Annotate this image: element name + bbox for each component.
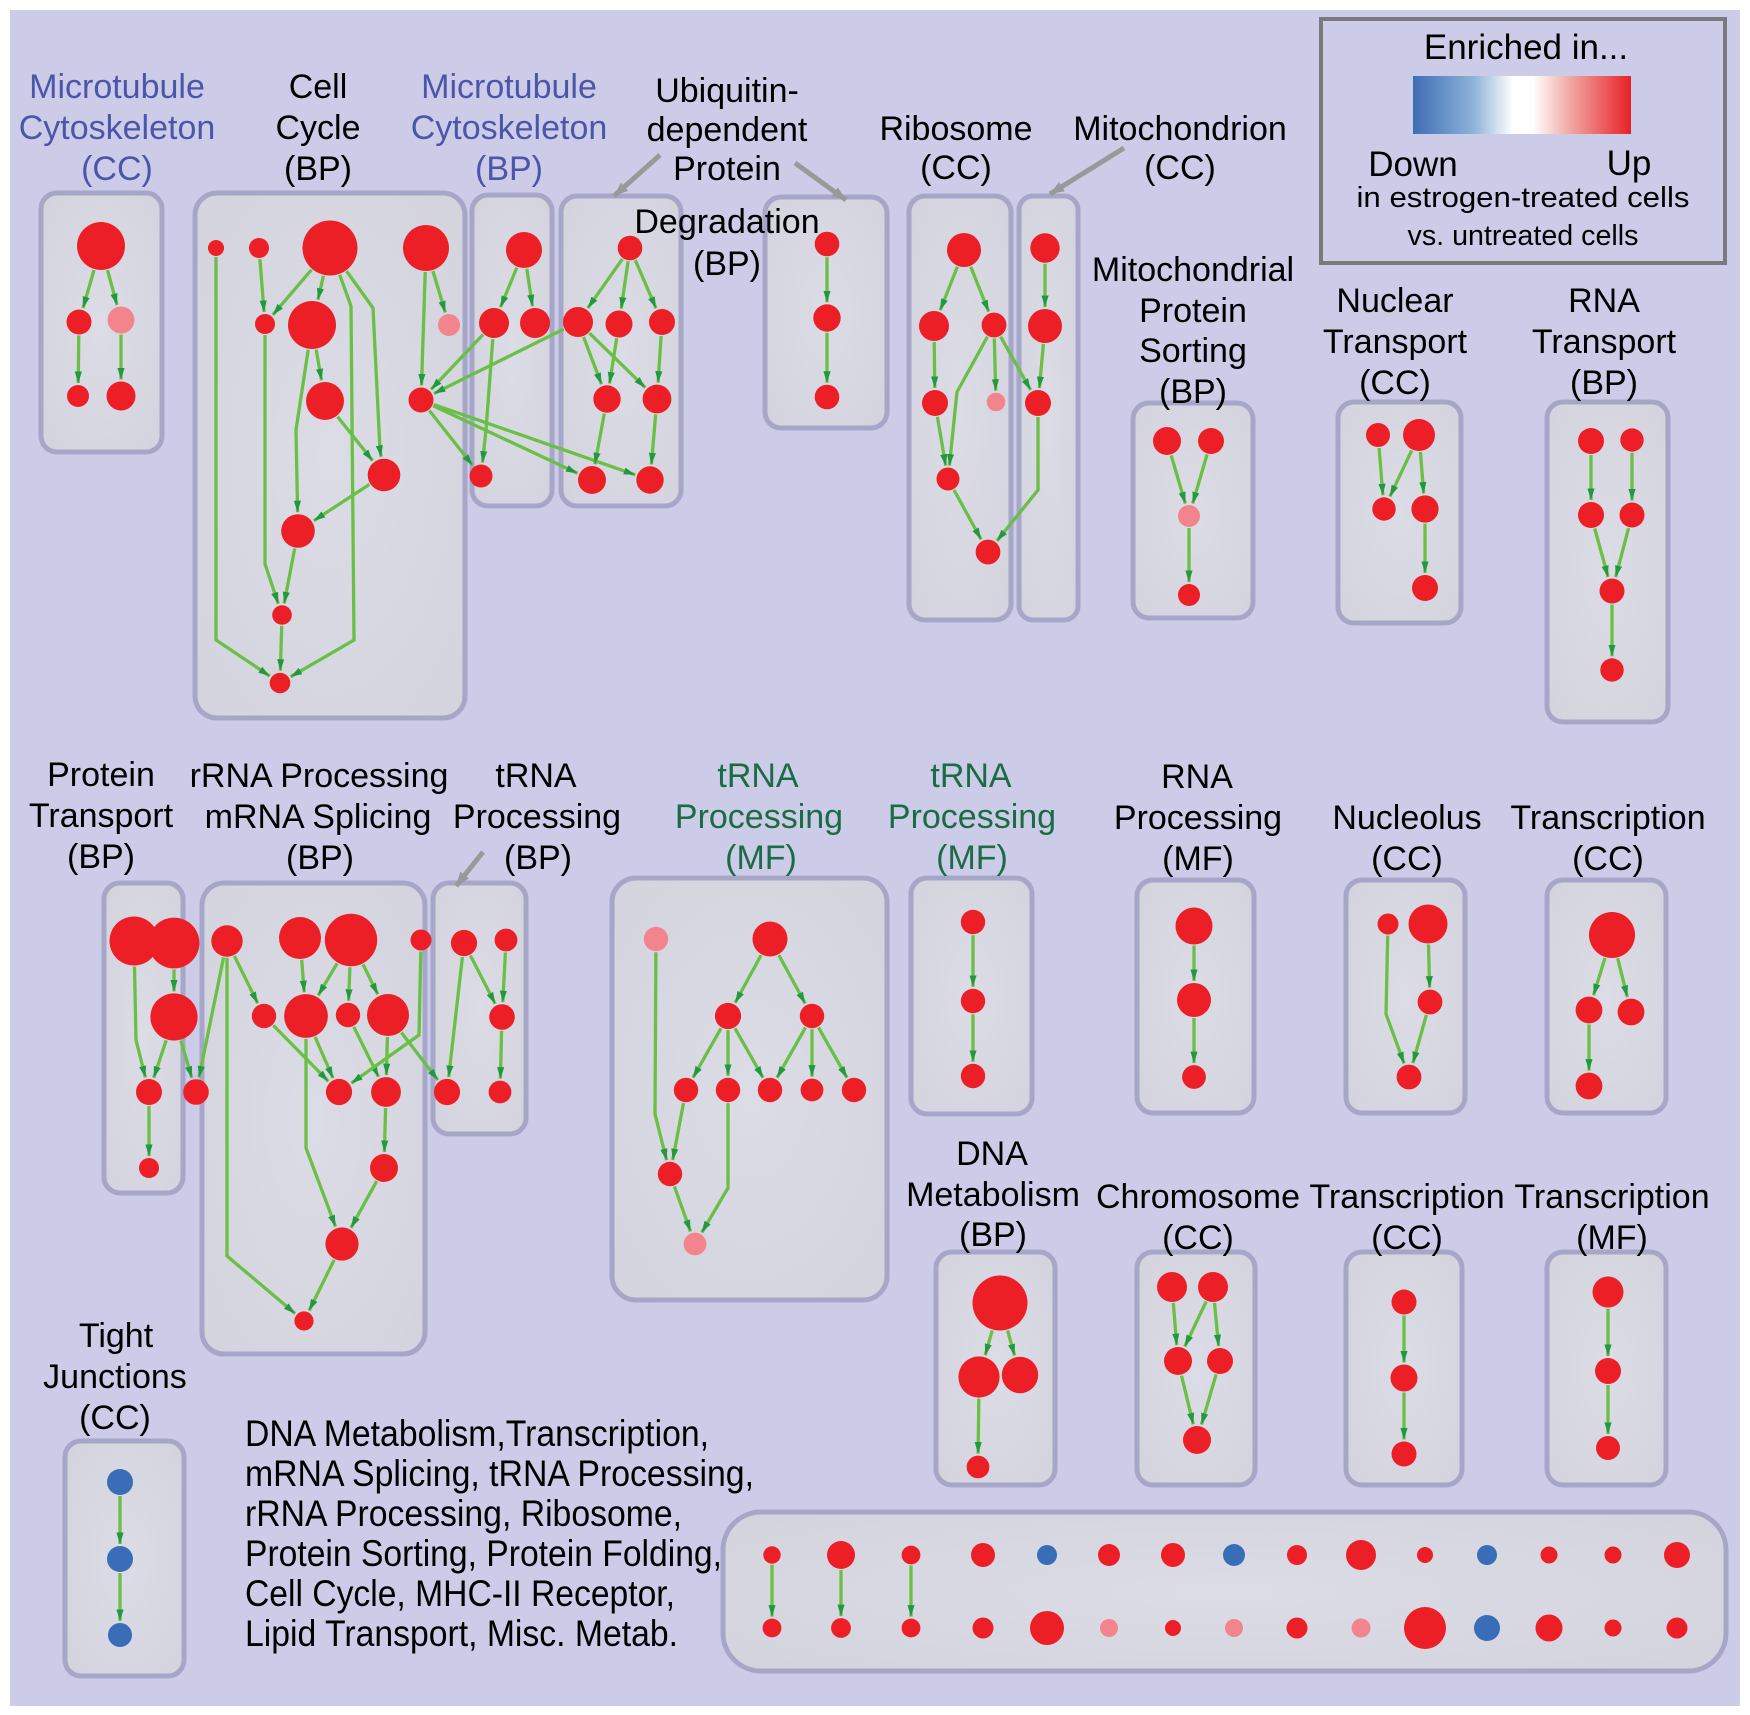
svg-text:Enriched in...: Enriched in... [1424,28,1628,67]
svg-text:Transport: Transport [29,797,174,835]
svg-text:RNA: RNA [1568,282,1640,320]
svg-text:DNA: DNA [956,1135,1028,1173]
svg-text:Transport: Transport [1323,323,1468,361]
svg-text:tRNA: tRNA [717,757,799,795]
svg-text:Sorting: Sorting [1139,332,1247,370]
svg-text:mRNA Splicing: mRNA Splicing [205,798,432,836]
svg-text:Cytoskeleton: Cytoskeleton [19,109,216,147]
svg-text:Tight: Tight [79,1317,154,1355]
svg-text:(CC): (CC) [1144,149,1216,187]
svg-text:Mitochondrial: Mitochondrial [1092,251,1294,289]
svg-text:(BP): (BP) [693,245,761,283]
svg-text:DNA Metabolism,Transcription,: DNA Metabolism,Transcription, [245,1413,709,1454]
svg-text:Cytoskeleton: Cytoskeleton [411,109,608,147]
svg-text:Microtubule: Microtubule [421,68,597,106]
svg-text:Transport: Transport [1532,323,1677,361]
svg-text:Ribosome: Ribosome [879,110,1032,148]
svg-text:(BP): (BP) [959,1216,1027,1254]
svg-text:Processing: Processing [453,798,621,836]
svg-text:vs. untreated cells: vs. untreated cells [1408,220,1639,252]
svg-text:Junctions: Junctions [43,1358,187,1396]
svg-text:Lipid Transport, Misc. Metab.: Lipid Transport, Misc. Metab. [245,1613,678,1654]
svg-text:Transcription: Transcription [1510,799,1705,837]
svg-text:tRNA: tRNA [930,757,1012,795]
svg-text:(BP): (BP) [1159,373,1227,411]
svg-text:tRNA: tRNA [495,757,577,795]
svg-text:(CC): (CC) [1162,1219,1234,1257]
svg-text:Protein: Protein [673,150,781,188]
svg-text:Nuclear: Nuclear [1336,282,1453,320]
svg-text:Cycle: Cycle [275,109,360,147]
svg-text:(MF): (MF) [1162,840,1234,878]
svg-text:rRNA Processing: rRNA Processing [190,757,449,795]
svg-text:Ubiquitin-: Ubiquitin- [655,72,799,110]
svg-text:Chromosome: Chromosome [1096,1178,1300,1216]
svg-text:(CC): (CC) [81,150,153,188]
svg-text:(BP): (BP) [1570,364,1638,402]
svg-text:(CC): (CC) [79,1399,151,1437]
svg-text:(MF): (MF) [936,839,1008,877]
svg-text:Mitochondrion: Mitochondrion [1073,110,1287,148]
svg-text:(CC): (CC) [920,149,992,187]
svg-text:in estrogen-treated cells: in estrogen-treated cells [1357,182,1690,214]
svg-text:RNA: RNA [1161,758,1233,796]
svg-text:(CC): (CC) [1572,840,1644,878]
svg-text:Down: Down [1368,145,1457,184]
svg-text:dependent: dependent [647,111,808,149]
svg-text:(CC): (CC) [1371,1219,1443,1257]
svg-text:Degradation: Degradation [634,203,819,241]
svg-text:Nucleolus: Nucleolus [1332,799,1481,837]
svg-text:Up: Up [1607,144,1652,183]
svg-text:Cell Cycle, MHC-II Receptor,: Cell Cycle, MHC-II Receptor, [245,1573,675,1614]
svg-text:Protein: Protein [1139,292,1247,330]
svg-text:Transcription: Transcription [1514,1178,1709,1216]
svg-text:Metabolism: Metabolism [906,1176,1080,1214]
svg-text:(BP): (BP) [504,839,572,877]
svg-text:Protein: Protein [47,756,155,794]
svg-text:(MF): (MF) [1576,1219,1648,1257]
svg-text:(BP): (BP) [284,150,352,188]
svg-text:rRNA Processing, Ribosome,: rRNA Processing, Ribosome, [245,1493,682,1534]
svg-text:(BP): (BP) [475,150,543,188]
svg-text:(MF): (MF) [725,839,797,877]
svg-text:(BP): (BP) [286,839,354,877]
svg-text:Processing: Processing [675,798,843,836]
svg-text:Transcription: Transcription [1309,1178,1504,1216]
svg-text:Cell: Cell [289,68,348,106]
svg-text:(CC): (CC) [1371,840,1443,878]
svg-text:Processing: Processing [888,798,1056,836]
svg-text:mRNA Splicing, tRNA Processing: mRNA Splicing, tRNA Processing, [245,1453,754,1494]
svg-text:(BP): (BP) [67,838,135,876]
svg-text:(CC): (CC) [1359,364,1431,402]
svg-text:Microtubule: Microtubule [29,68,205,106]
svg-text:Protein Sorting, Protein Foldi: Protein Sorting, Protein Folding, [245,1533,722,1574]
svg-text:Processing: Processing [1114,799,1282,837]
